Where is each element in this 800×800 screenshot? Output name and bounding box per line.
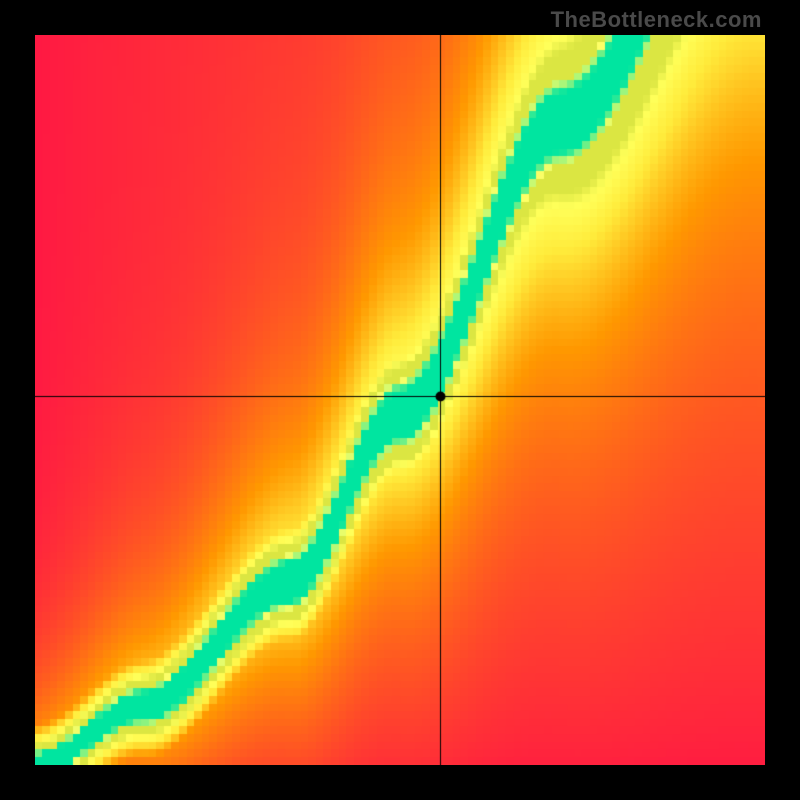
heatmap-canvas [35,35,765,765]
watermark-text: TheBottleneck.com [551,7,762,33]
heatmap-plot [35,35,765,765]
chart-container: TheBottleneck.com [0,0,800,800]
